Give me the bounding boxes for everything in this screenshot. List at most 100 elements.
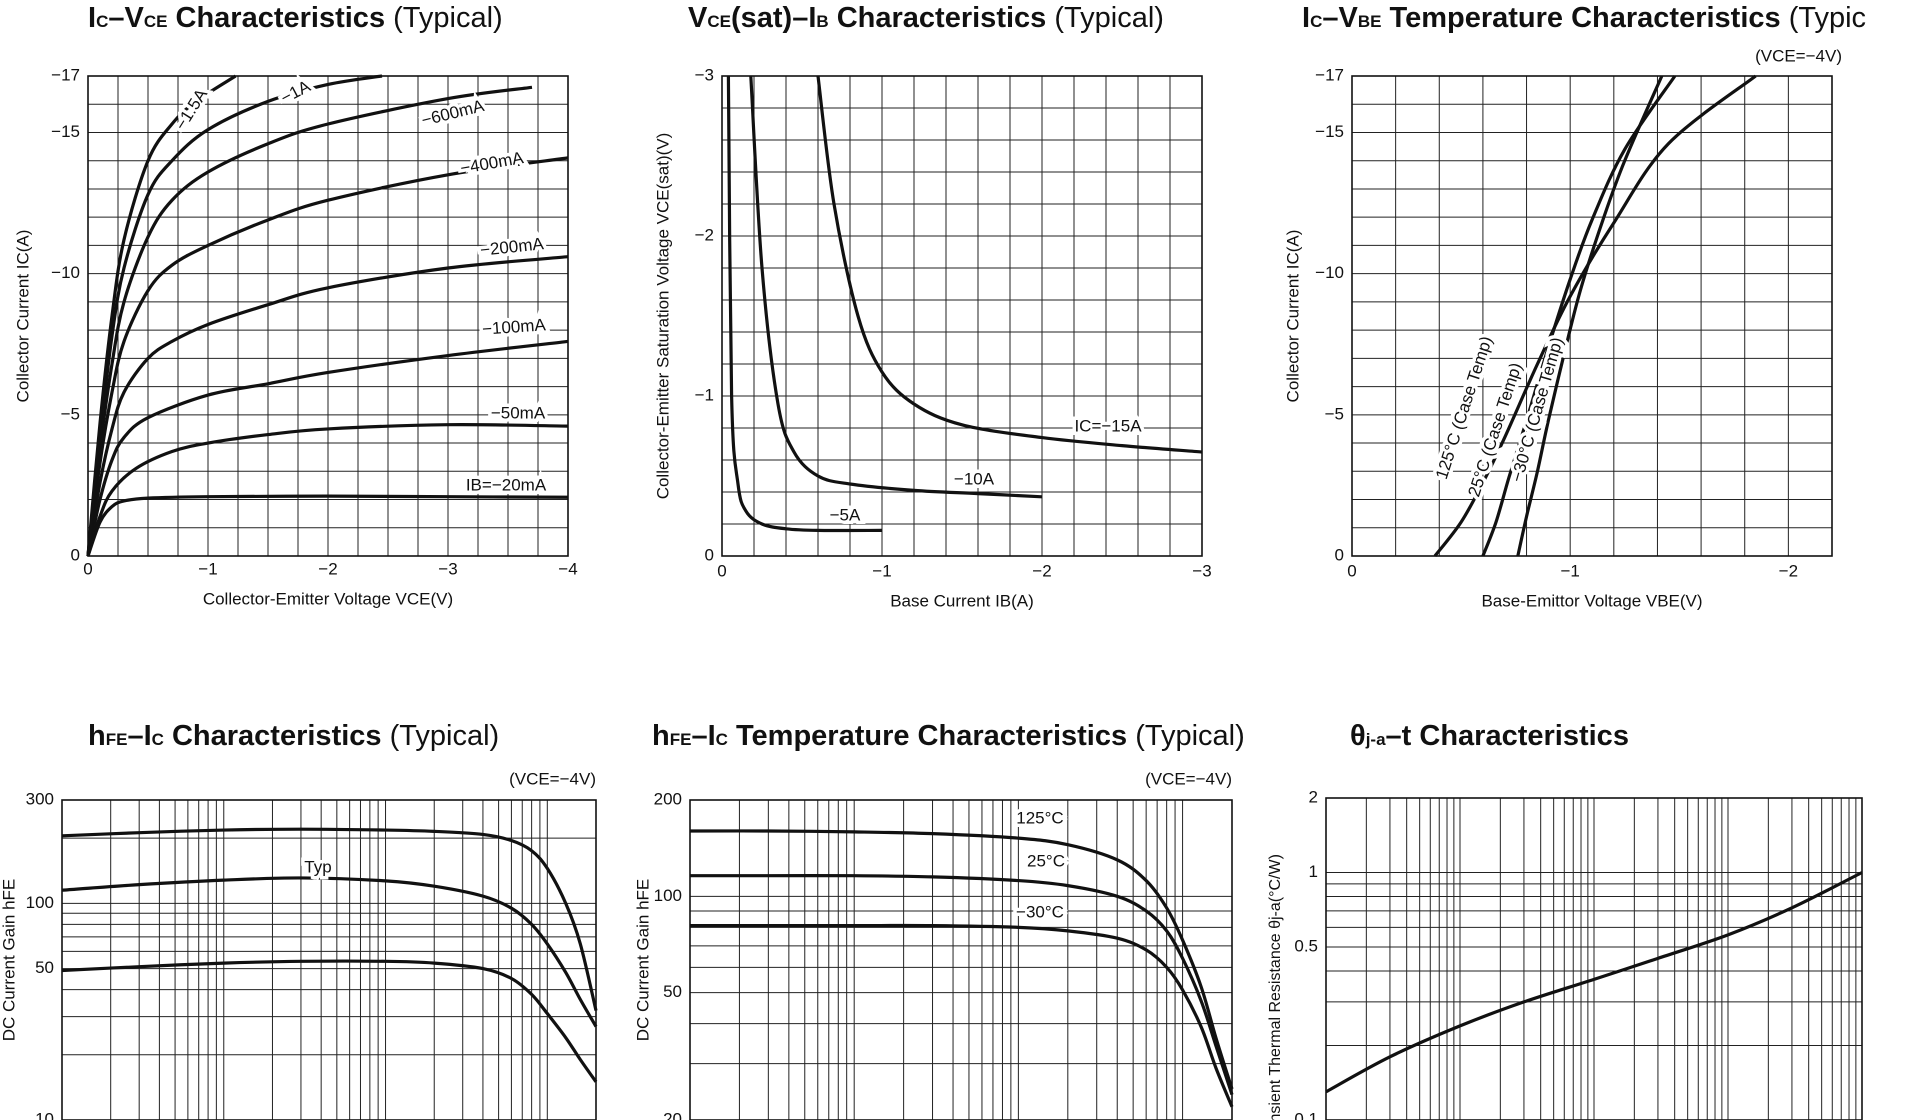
series-line [689, 829, 1234, 1090]
x-tick-label: −4 [558, 559, 577, 578]
x-tick-label: −3 [1192, 561, 1211, 580]
y-tick-label: 100 [654, 886, 682, 905]
series-line [86, 85, 533, 557]
y-axis-label: Collector Current IC(A) [13, 230, 32, 403]
x-tick-label: −2 [1032, 561, 1051, 580]
condition-label: (VCE=−4V) [1755, 46, 1842, 65]
x-tick-label: −2 [1779, 561, 1798, 580]
plot-frame [689, 799, 1233, 1120]
x-tick-label: 0 [717, 561, 726, 580]
series-label: −50mA [491, 403, 546, 422]
condition-label: (VCE=−4V) [1145, 769, 1232, 788]
y-tick-label: −2 [695, 225, 714, 244]
series-label: −5A [830, 505, 861, 524]
series-line [86, 74, 237, 557]
series-line [816, 75, 1203, 454]
series-line [1433, 74, 1757, 557]
series-label: −1A [277, 76, 314, 108]
chart-ic-vbe-temp: IC–VBE Temperature Characteristics (Typi… [1270, 0, 1908, 620]
x-tick-label: −2 [318, 559, 337, 578]
y-axis-label: DC Current Gain hFE [0, 879, 18, 1042]
y-tick-label: 50 [663, 982, 682, 1001]
y-tick-label: −10 [51, 263, 80, 282]
chart-title: θj-a–t Characteristics [1350, 720, 1629, 752]
y-tick-label: 0 [1335, 545, 1344, 564]
x-tick-label: −1 [198, 559, 217, 578]
y-tick-label: 50 [35, 958, 54, 977]
y-tick-label: 100 [26, 893, 54, 912]
chart-vcesat-ib: VCE(sat)–IB Characteristics (Typical) 0 −… [630, 0, 1250, 620]
y-tick-label: −17 [1315, 65, 1344, 84]
y-tick-label: 10 [35, 1109, 54, 1120]
series-line [86, 156, 569, 557]
series-label: 25°C [1027, 851, 1065, 870]
chart-title: IC–VBE Temperature Characteristics (Typi… [1302, 2, 1867, 34]
y-axis-label: Collector Current IC(A) [1283, 230, 1302, 403]
chart-theta-t: θj-a–t Characteristics 0.1 0.5 1 2 Transient… [1250, 700, 1908, 1120]
chart-svg: 10 50 100 300 DC Current Gain hFE (VCE=−4V) Ty… [0, 769, 598, 1120]
series-line [1325, 871, 1863, 1094]
series-line [61, 959, 598, 1083]
series-label: Typ [304, 857, 331, 876]
chart-title: IC–VCE Characteristics (Typical) [88, 2, 503, 34]
plot-frame [1325, 797, 1863, 1120]
x-axis-label: Collector-Emitter Voltage VCE(V) [203, 589, 453, 608]
x-tick-label: −3 [438, 559, 457, 578]
y-tick-label: −5 [1325, 404, 1344, 423]
series-label: −1.5A [171, 85, 211, 134]
series-line [749, 75, 1043, 499]
series-line [690, 923, 1234, 1108]
series-label: −30°C [1016, 902, 1064, 921]
series-line [86, 494, 569, 557]
plot-frame [721, 75, 1203, 557]
y-tick-label: 0 [705, 545, 714, 564]
series-line [1481, 75, 1677, 557]
series-line [86, 255, 569, 557]
x-tick-label: −1 [1560, 561, 1579, 580]
series-line [689, 874, 1234, 1096]
chart-svg: 20 50 100 200 DC Current Gain hFE (VCE=−4V) 12… [633, 769, 1234, 1120]
plot-frame [87, 75, 569, 557]
series-line [86, 74, 383, 557]
y-tick-label: 1 [1309, 862, 1318, 881]
plot-frame [61, 799, 597, 1120]
series-line [86, 339, 569, 557]
series-line [61, 876, 598, 1028]
chart-title: hFE–IC Characteristics (Typical) [88, 720, 500, 752]
plot-frame [1351, 75, 1833, 557]
y-tick-label: 0.1 [1294, 1109, 1318, 1120]
y-tick-label: −5 [61, 404, 80, 423]
y-axis-label: Collector-Emitter Saturation Voltage VCE… [653, 133, 672, 500]
chart-svg: 0 −1 −2 −3 0 −1 −2 −3 Base Current IB(A) Collecto… [653, 65, 1211, 610]
chart-svg: 0 −1 −2 −3 −4 0 −5 −10 −15 −17 Collector-Emitter V… [13, 65, 577, 608]
chart-title: VCE(sat)–IB Characteristics (Typical) [688, 2, 1164, 34]
x-tick-label: 0 [1347, 561, 1356, 580]
y-tick-label: −1 [695, 385, 714, 404]
series-line [726, 75, 883, 533]
series-label: −400mA [459, 148, 526, 178]
series-label: 125°C [1016, 808, 1063, 827]
y-tick-label: −15 [51, 122, 80, 141]
y-tick-label: 2 [1309, 787, 1318, 806]
x-tick-label: −1 [872, 561, 891, 580]
y-tick-label: 0 [71, 545, 80, 564]
y-tick-label: 0.5 [1294, 936, 1318, 955]
chart-hfe-ic-temp: hFE–IC Temperature Characteristics (Typi… [630, 700, 1250, 1120]
y-tick-label: −10 [1315, 263, 1344, 282]
x-tick-label: 0 [83, 559, 92, 578]
series-line [1516, 75, 1664, 557]
y-tick-label: −3 [695, 65, 714, 84]
y-tick-label: 200 [654, 789, 682, 808]
y-tick-label: −15 [1315, 122, 1344, 141]
series-label: −10A [954, 469, 995, 488]
chart-svg: 0.1 0.5 1 2 Transient Thermal Resistance θj-… [1267, 787, 1863, 1120]
series-line [61, 827, 598, 1011]
series-label: IC=−15A [1074, 416, 1142, 435]
series-label: −200mA [479, 234, 545, 260]
y-axis-label: DC Current Gain hFE [633, 879, 652, 1042]
chart-hfe-ic: hFE–IC Characteristics (Typical) 10 50 100… [0, 700, 620, 1120]
y-tick-label: −17 [51, 65, 80, 84]
condition-label: (VCE=−4V) [509, 769, 596, 788]
series-label: IB=−20mA [466, 475, 547, 494]
chart-ic-vce: IC–VCE Characteristics (Typical) 0 −1 −2 −3… [0, 0, 620, 620]
